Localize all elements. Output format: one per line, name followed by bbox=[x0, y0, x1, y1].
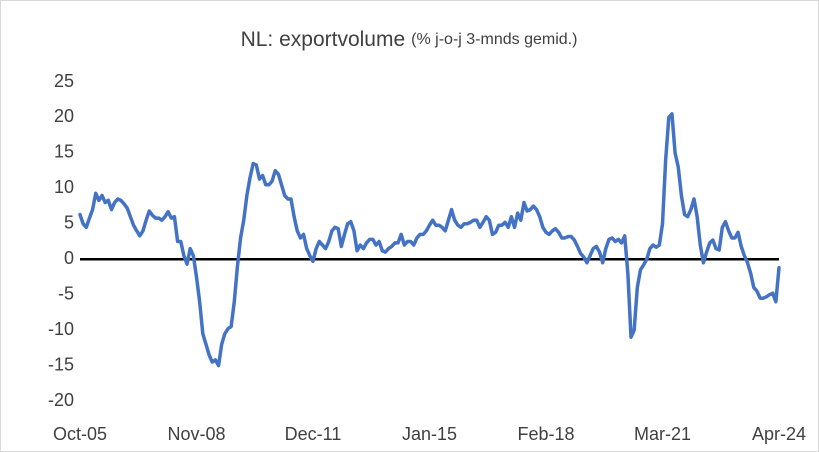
y-tick-label: -10 bbox=[48, 319, 74, 339]
chart-title-group: NL: exportvolume (% j-o-j 3-mnds gemid.) bbox=[241, 28, 578, 51]
y-tick-label: 10 bbox=[54, 177, 74, 197]
y-tick-label: -20 bbox=[48, 390, 74, 410]
x-tick-label: Apr-24 bbox=[752, 424, 806, 444]
chart-subtitle: (% j-o-j 3-mnds gemid.) bbox=[411, 31, 577, 48]
y-tick-label: -15 bbox=[48, 354, 74, 374]
y-tick-label: 5 bbox=[64, 213, 74, 233]
x-tick-label: Nov-08 bbox=[167, 424, 225, 444]
x-tick-label: Jan-15 bbox=[402, 424, 457, 444]
x-tick-label: Mar-21 bbox=[634, 424, 691, 444]
y-tick-label: 25 bbox=[54, 71, 74, 91]
chart-title: NL: exportvolume bbox=[241, 28, 406, 51]
data-line bbox=[78, 112, 781, 368]
x-tick-label: Feb-18 bbox=[517, 424, 574, 444]
y-tick-label: 0 bbox=[64, 248, 74, 268]
y-tick-label: 20 bbox=[54, 106, 74, 126]
x-tick-label: Dec-11 bbox=[285, 424, 342, 444]
y-tick-label: -5 bbox=[58, 283, 74, 303]
x-tick-label: Oct-05 bbox=[53, 424, 107, 444]
y-tick-label: 15 bbox=[54, 142, 74, 162]
